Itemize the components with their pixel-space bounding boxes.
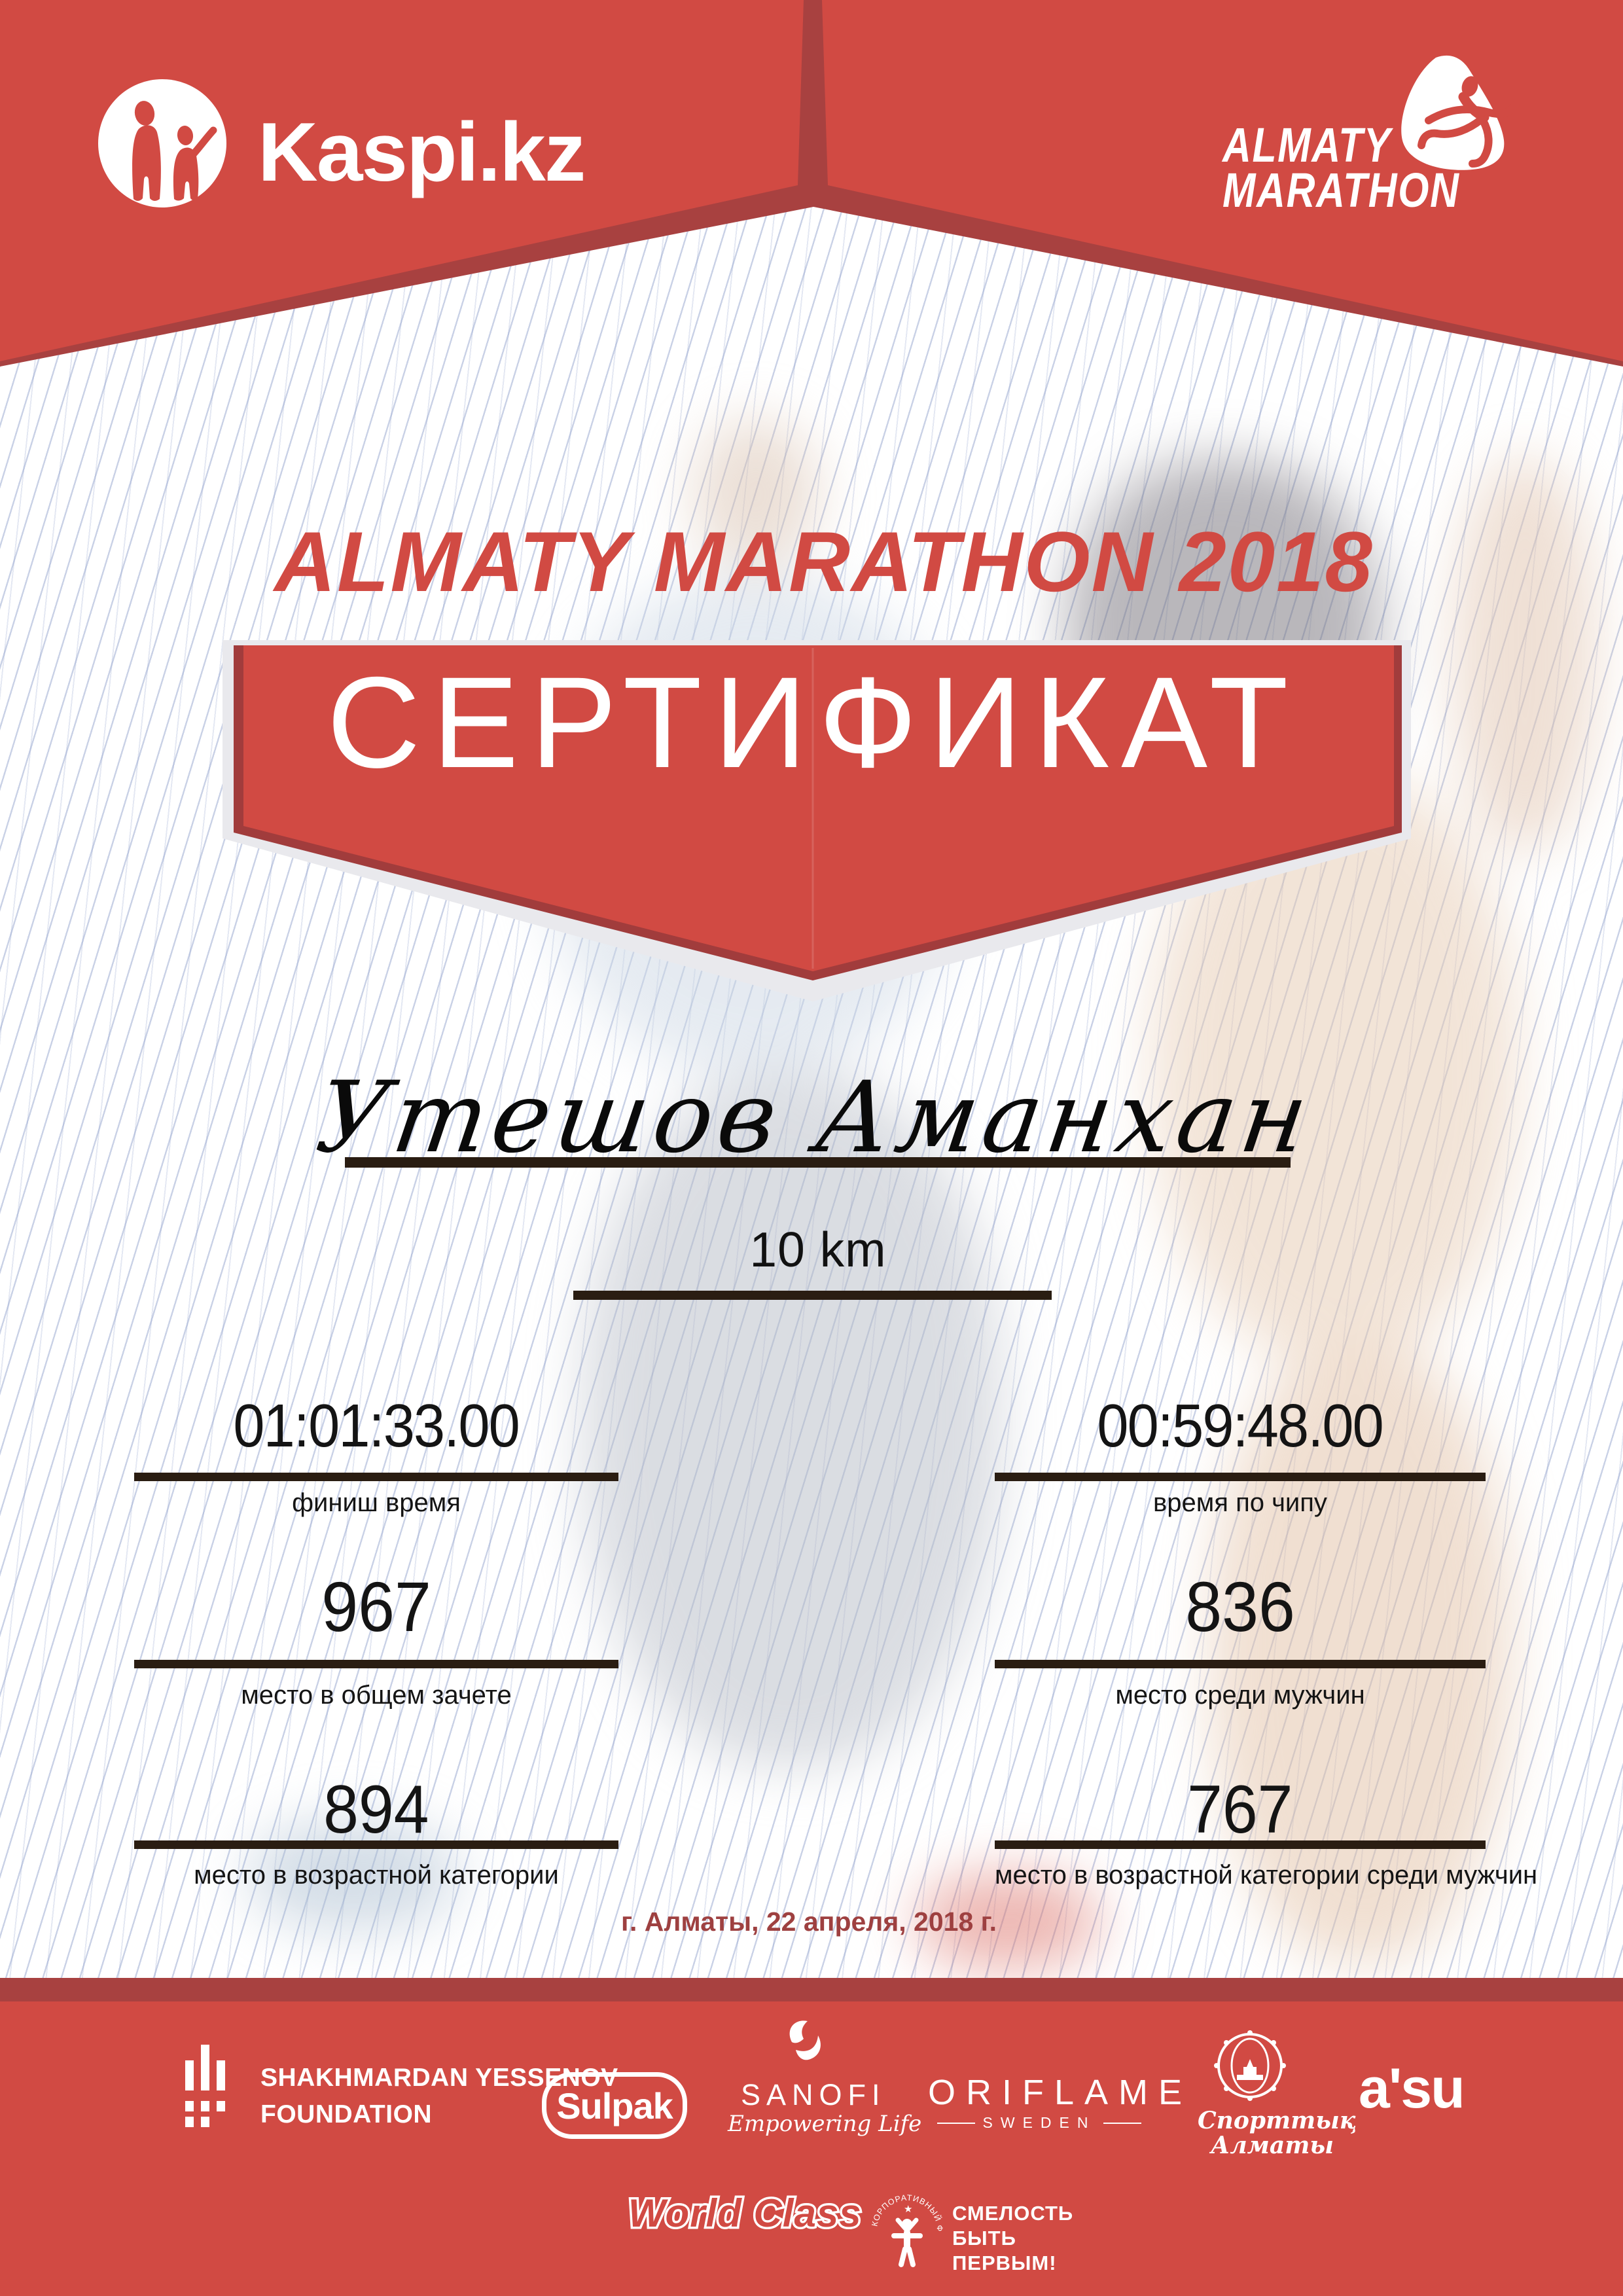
- overall-place-label: место в общем зачете: [241, 1681, 512, 1710]
- certificate-ribbon: [223, 640, 1411, 1001]
- oriflame-sweden-row: SWEDEN: [928, 2115, 1150, 2130]
- stat-rule: [134, 1473, 618, 1481]
- event-logo-line2: MARATHON: [1222, 163, 1460, 217]
- distance-underline: [573, 1291, 1052, 1300]
- name-underline: [345, 1157, 1291, 1168]
- stat-rule: [995, 1473, 1486, 1481]
- rule-right: [1103, 2122, 1142, 2124]
- event-date-line: г. Алматы, 22 апреля, 2018 г.: [621, 1907, 997, 1937]
- fund-motto-line2: БЫТЬ: [952, 2227, 1016, 2250]
- agegroup-place-label: место в возрастной категории: [194, 1861, 559, 1890]
- footer-accent-strip: [0, 1978, 1623, 2001]
- certificate-label: СЕРТИФИКАТ: [327, 650, 1300, 795]
- stat-rule: [134, 1840, 618, 1849]
- fund-motto-line3: ПЕРВЫМ!: [952, 2251, 1057, 2274]
- oriflame-wordmark: ORIFLAME: [928, 2073, 1193, 2112]
- world-class-logo: World Class: [626, 2191, 864, 2235]
- header-ribbon-band: [0, 0, 1623, 367]
- agegroup-male-place-label: место в возрастной категории среди мужчи…: [995, 1861, 1538, 1890]
- runner-teardrop-icon: [1401, 55, 1520, 170]
- sport-almaty-line2: Алматы: [1211, 2132, 1334, 2159]
- male-place-value: 836: [1185, 1567, 1295, 1646]
- sanofi-wordmark: SANOFI: [741, 2078, 886, 2111]
- stat-rule: [134, 1660, 618, 1668]
- page-title: ALMATY MARATHON 2018: [274, 514, 1374, 609]
- svg-text:★: ★: [904, 2204, 912, 2215]
- event-logo-line1: ALMATY: [1222, 118, 1392, 172]
- stat-rule: [995, 1840, 1486, 1849]
- sport-almaty-emblem: [1214, 2030, 1286, 2101]
- finish-time-value: 01:01:33.00: [233, 1391, 520, 1460]
- finish-time-label: финиш время: [292, 1488, 461, 1517]
- courage-fund-emblem: КОРПОРАТИВНЫЙ ФОНД ★: [865, 2181, 944, 2267]
- yessenov-logo-icon: [185, 2045, 225, 2127]
- kaspi-logo-icon: [98, 79, 226, 207]
- asu-wordmark: a'su: [1359, 2057, 1465, 2120]
- sanofi-tagline: Empowering Life: [728, 2111, 922, 2137]
- chip-time-label: время по чипу: [1153, 1488, 1327, 1517]
- rule-left: [936, 2122, 975, 2124]
- agegroup-male-place-value: 767: [1187, 1772, 1293, 1848]
- runner-name: Утешов Аманхан: [310, 1061, 1320, 1175]
- overall-place-value: 967: [321, 1567, 431, 1646]
- sport-almaty-line1: Спорттық: [1198, 2107, 1357, 2134]
- stat-rule: [995, 1660, 1486, 1668]
- chip-time-value: 00:59:48.00: [1097, 1391, 1384, 1460]
- fund-motto-line1: СМЕЛОСТЬ: [952, 2202, 1074, 2225]
- agegroup-place-value: 894: [323, 1772, 429, 1848]
- yessenov-label-line2: FOUNDATION: [260, 2100, 433, 2128]
- male-place-label: место среди мужчин: [1115, 1681, 1365, 1710]
- sanofi-bird-icon: [789, 2020, 821, 2060]
- kaspi-wordmark: Kaspi.kz: [258, 105, 586, 198]
- oriflame-country: SWEDEN: [982, 2114, 1096, 2131]
- sulpak-logo: Sulpak: [542, 2072, 687, 2139]
- distance-value: 10 km: [749, 1222, 887, 1277]
